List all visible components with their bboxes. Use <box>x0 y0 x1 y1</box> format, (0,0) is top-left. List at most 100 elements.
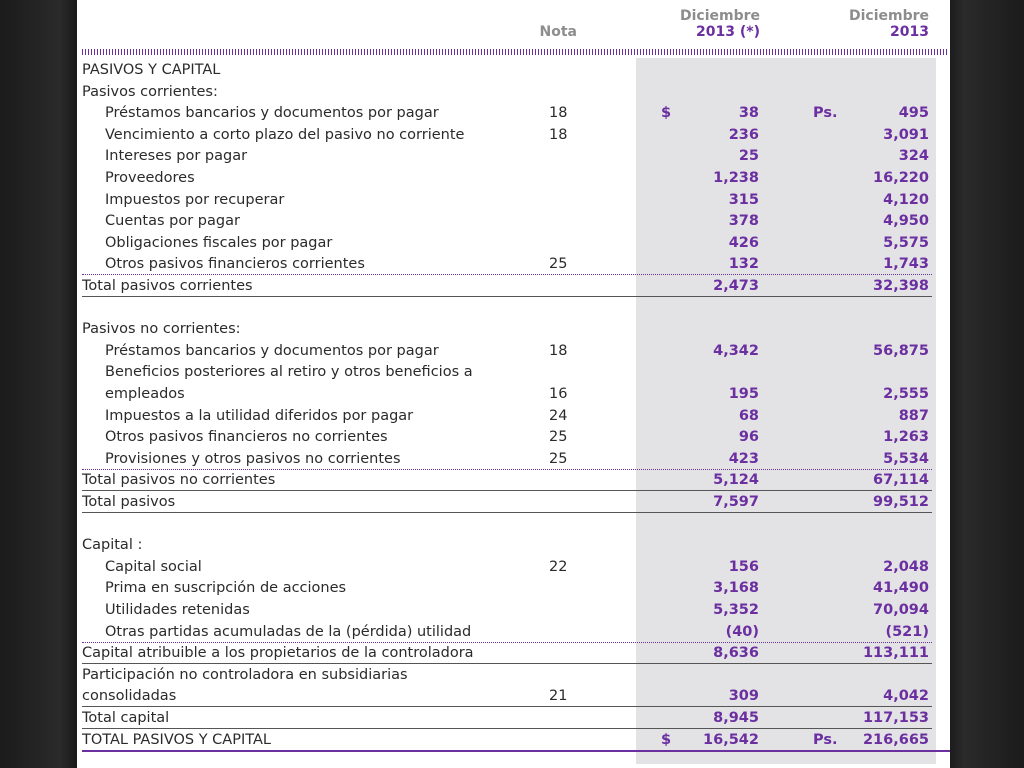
header-nota: Nota <box>539 24 577 40</box>
value-col2: 56,875 <box>873 342 929 359</box>
table-row: Capital : <box>77 534 950 556</box>
header-column-2: Diciembre 2013 <box>807 8 929 40</box>
table-row: Capital social 22 156 2,048 <box>77 556 950 578</box>
value-col1: 423 <box>728 450 759 467</box>
row-label: Total pasivos corrientes <box>82 278 253 294</box>
row-label: Otros pasivos financieros no corrientes <box>105 429 388 446</box>
row-note: 16 <box>549 386 568 402</box>
table-row: Vencimiento a corto plazo del pasivo no … <box>77 124 950 146</box>
value-col2: 3,091 <box>883 126 929 143</box>
row-label: Impuestos a la utilidad diferidos por pa… <box>105 407 414 424</box>
table-row: Impuestos por recuperar 315 4,120 <box>77 189 950 211</box>
table-row: Otros pasivos financieros corrientes 25 13… <box>77 253 950 275</box>
row-note: 24 <box>549 407 568 424</box>
value-col2: 1,743 <box>883 256 929 273</box>
header-divider <box>82 49 948 55</box>
value-col1: 2,473 <box>713 278 759 294</box>
value-col2: (521) <box>885 623 929 640</box>
dotted-separator <box>82 468 932 470</box>
table-row: Intereses por pagar 25 324 <box>77 145 950 167</box>
header-column-1: Diciembre 2013 (*) <box>637 8 760 40</box>
value-col2: 216,665 <box>862 731 929 748</box>
currency-symbol-col1: $ <box>661 731 672 748</box>
value-col2: 2,048 <box>883 558 929 575</box>
table-row: empleados 16 195 2,555 <box>77 383 950 405</box>
table-row: Cuentas por pagar 378 4,950 <box>77 210 950 232</box>
value-col2: 16,220 <box>873 170 929 186</box>
table-row: PASIVOS Y CAPITAL <box>77 59 950 81</box>
value-col1: 426 <box>728 234 759 251</box>
solid-separator <box>82 663 932 665</box>
bottom-rule <box>82 749 950 752</box>
value-col1: 5,352 <box>713 602 759 618</box>
table-row: Impuestos a la utilidad diferidos por pa… <box>77 405 950 427</box>
row-note: 25 <box>549 450 568 467</box>
table-row: TOTAL PASIVOS Y CAPITAL $16,542 Ps. 216,665 <box>77 729 950 751</box>
row-label: Pasivos corrientes: <box>82 83 218 100</box>
value-col1: 236 <box>728 126 759 143</box>
row-label: Provisiones y otros pasivos no corriente… <box>105 450 401 467</box>
value-col2: 1,263 <box>883 429 929 446</box>
row-label: Cuentas por pagar <box>105 213 240 230</box>
table-row: Otras partidas acumuladas de la (pérdida… <box>77 621 950 643</box>
row-label: Total pasivos <box>82 494 176 510</box>
solid-separator <box>82 296 932 297</box>
row-label: Prima en suscripción de acciones <box>105 580 347 597</box>
header-column-1-month: Diciembre <box>679 8 760 24</box>
balance-sheet-page: Nota Diciembre 2013 (*) Diciembre 2013 P… <box>77 0 950 768</box>
value-col2: 4,950 <box>883 213 929 230</box>
row-note: 22 <box>549 558 568 575</box>
value-col2: 32,398 <box>873 278 929 294</box>
currency-symbol-col2: Ps. <box>813 731 838 748</box>
table-row: Capital atribuible a los propietarios de… <box>77 642 950 664</box>
value-col1: 3,168 <box>713 580 759 597</box>
row-label: PASIVOS Y CAPITAL <box>82 62 221 78</box>
value-col1: 25 <box>738 148 759 165</box>
row-label: Intereses por pagar <box>105 148 248 165</box>
value-col1: 1,238 <box>713 170 759 186</box>
value-col1: 378 <box>728 213 759 230</box>
value-col1: 68 <box>738 407 759 424</box>
value-col2: 117,153 <box>862 710 929 726</box>
currency-symbol-col2: Ps. <box>813 105 838 122</box>
row-label: TOTAL PASIVOS Y CAPITAL <box>82 731 271 748</box>
solid-separator <box>82 706 932 708</box>
value-col2: 5,575 <box>883 234 929 251</box>
row-note: 21 <box>549 688 568 705</box>
table-row: Total pasivos corrientes 2,473 32,398 <box>77 275 950 297</box>
value-col2: 4,120 <box>883 191 929 208</box>
value-col2: 41,490 <box>873 580 929 597</box>
row-label: Total capital <box>82 710 170 726</box>
header-column-2-month: Diciembre <box>848 8 929 24</box>
table-row: Total pasivos no corrientes 5,124 67,114 <box>77 469 950 491</box>
table-row: Total capital 8,945 117,153 <box>77 707 950 729</box>
value-col2: 70,094 <box>873 602 929 618</box>
value-col1: 132 <box>728 256 759 273</box>
value-col2: 2,555 <box>883 386 929 402</box>
value-col2: 5,534 <box>883 450 929 467</box>
solid-separator <box>82 490 932 492</box>
solid-separator <box>82 728 932 729</box>
value-col1: 4,342 <box>713 342 759 359</box>
value-col2: 324 <box>898 148 929 165</box>
row-label: consolidadas <box>82 688 177 705</box>
header-column-2-year: 2013 <box>890 24 929 40</box>
row-note: 25 <box>549 429 568 446</box>
row-label: Préstamos bancarios y documentos por pag… <box>105 342 439 359</box>
row-label: Obligaciones fiscales por pagar <box>105 234 333 251</box>
value-col1: 5,124 <box>713 472 759 489</box>
row-label: Participación no controladora en subsidi… <box>82 666 408 683</box>
table-row: Provisiones y otros pasivos no corriente… <box>77 448 950 470</box>
value-col1: 16,542 <box>703 731 759 748</box>
row-label: Pasivos no corrientes: <box>82 321 241 338</box>
value-col2: 67,114 <box>873 472 929 489</box>
table-row: Préstamos bancarios y documentos por pag… <box>77 340 950 362</box>
row-note: 25 <box>549 256 568 273</box>
row-note: 18 <box>549 126 568 143</box>
table-row: Total pasivos 7,597 99,512 <box>77 491 950 513</box>
table-row <box>77 297 950 319</box>
value-col1: 195 <box>728 386 759 402</box>
table-row: Pasivos no corrientes: <box>77 318 950 340</box>
value-col2: 4,042 <box>883 688 929 705</box>
currency-symbol-col1: $ <box>661 105 672 122</box>
